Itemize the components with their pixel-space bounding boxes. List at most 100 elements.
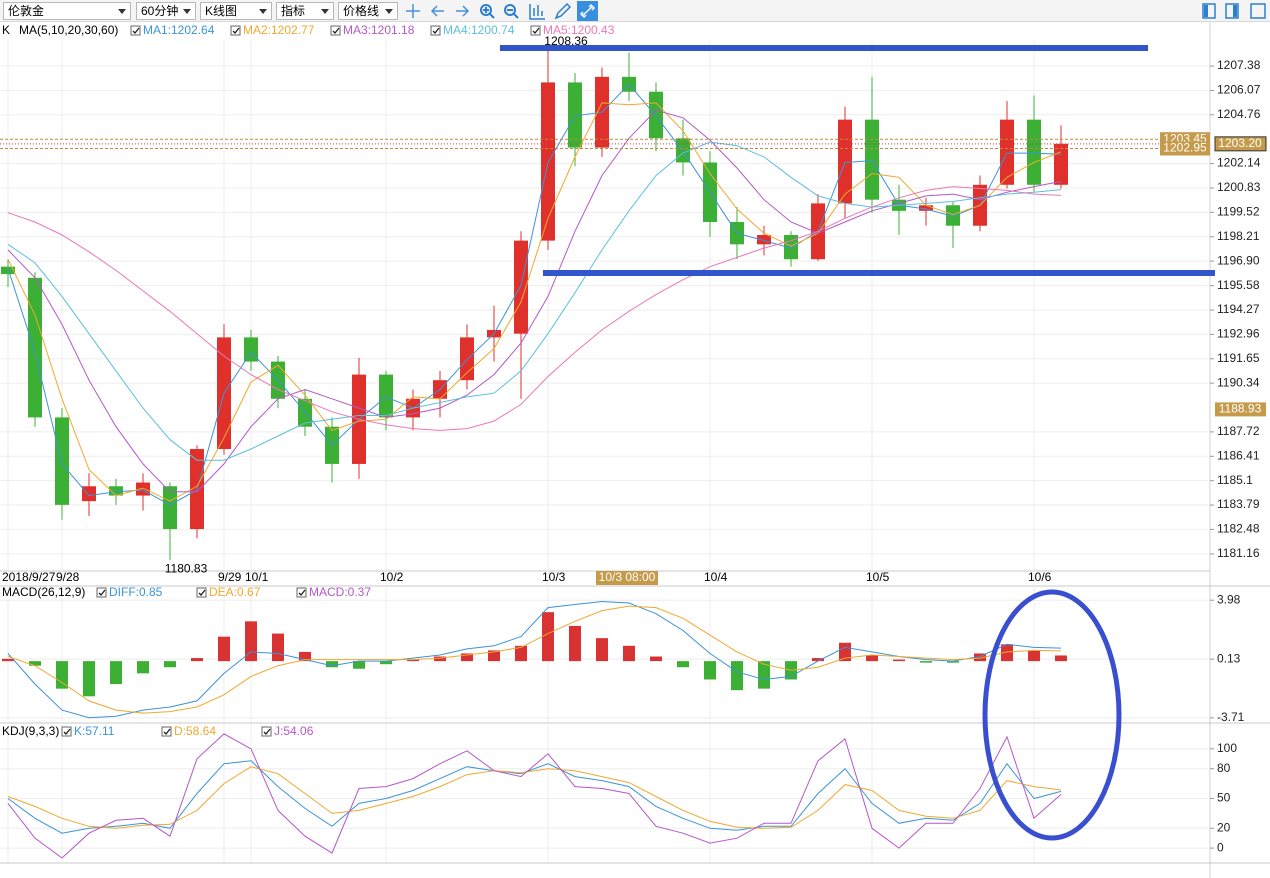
series-line <box>7 83 1062 506</box>
checkbox-check <box>98 589 106 596</box>
macd-bar <box>731 661 743 691</box>
checkbox-check <box>163 728 171 735</box>
macd-bar <box>569 625 581 662</box>
y-tick-label: 1191.65 <box>1217 351 1260 365</box>
checkbox-check <box>63 728 71 735</box>
y-tick-label: 1185.1 <box>1217 473 1253 487</box>
macd-bar <box>866 655 878 662</box>
y-tick-label: 50 <box>1217 791 1231 805</box>
axis-icon[interactable] <box>529 4 545 20</box>
candle-body <box>1054 143 1068 185</box>
pencil-icon[interactable] <box>554 2 572 20</box>
crosshair-icon[interactable] <box>406 4 420 18</box>
macd-bar <box>812 658 824 662</box>
macd-bar <box>137 661 149 674</box>
layout-icon[interactable] <box>1225 3 1239 19</box>
fullscreen-icon[interactable] <box>1250 3 1266 19</box>
layout-glyph <box>1233 5 1237 17</box>
y-tick-label: 1181.16 <box>1217 546 1260 560</box>
chart-type-dropdown[interactable]: K线图 <box>200 2 272 20</box>
macd-bar <box>56 661 68 689</box>
y-tick-label: 3.98 <box>1217 592 1241 606</box>
legend-label: K:57.11 <box>74 724 115 738</box>
macd-bar <box>191 658 203 662</box>
macd-bar <box>542 612 554 662</box>
zoom-out-glyph <box>507 9 519 19</box>
period-dropdown[interactable]: 60分钟 <box>136 2 196 20</box>
layout-glyph <box>1204 5 1208 17</box>
y-tick-label: 1186.41 <box>1217 448 1260 462</box>
price-tag-box <box>1160 141 1210 156</box>
candle-body <box>1000 119 1014 185</box>
layout-icon[interactable] <box>1202 3 1216 19</box>
macd-bar <box>164 661 176 668</box>
labels: K MA(5,10,20,30,60) MACD(26,12,9) KDJ(9,… <box>2 23 1267 854</box>
macd-bar <box>515 645 527 662</box>
price-tag-box <box>1215 402 1266 417</box>
legend-label: DIFF:0.85 <box>109 585 163 599</box>
macd-bar <box>407 659 419 662</box>
macd-bar <box>353 661 365 669</box>
price-tag: 1202.95 <box>1163 141 1207 155</box>
checkbox-check <box>298 589 306 596</box>
macd-bar <box>461 653 473 662</box>
y-tick-label: 1190.34 <box>1217 375 1260 389</box>
candle-body <box>460 337 474 381</box>
x-tick-label: 10/1 <box>245 570 269 584</box>
candle-body <box>838 119 852 204</box>
checkbox <box>296 587 307 598</box>
link-glyph <box>579 3 596 19</box>
marks <box>0 47 1210 859</box>
macd-bar <box>1028 650 1040 662</box>
candle-body <box>55 417 69 505</box>
checkbox-check <box>263 728 271 735</box>
y-tick-label: 1196.90 <box>1217 253 1260 267</box>
candle-body <box>865 119 879 200</box>
macd-bar <box>299 651 311 662</box>
candle-body <box>109 486 123 496</box>
checkbox <box>161 726 172 737</box>
macd-bar <box>677 661 689 668</box>
series-line <box>7 141 1062 461</box>
back-icon[interactable] <box>430 5 444 17</box>
y-tick-label: 20 <box>1217 820 1231 834</box>
indicator-dropdown[interactable]: 指标 <box>276 2 334 20</box>
checkbox <box>96 587 107 598</box>
checkbox <box>61 726 72 737</box>
series-line <box>7 766 1062 829</box>
macd-bar <box>1055 655 1067 662</box>
price-line-dropdown[interactable]: 价格线 <box>338 2 398 20</box>
legend-label: MA1:1202.64 <box>143 23 215 37</box>
checkbox <box>130 25 141 36</box>
y-tick-label: 1182.48 <box>1217 522 1260 536</box>
macd-bar <box>2 658 14 662</box>
macd-bar <box>704 661 716 680</box>
macd-bar <box>974 653 986 662</box>
legend-label: DEA:0.67 <box>209 585 261 599</box>
candle-body <box>757 235 771 245</box>
y-tick-label: 1183.79 <box>1217 497 1260 511</box>
x-tick-label: 9/28 <box>56 570 80 584</box>
legend-label: MA5:1200.43 <box>543 23 615 37</box>
y-tick-label: 1207.38 <box>1217 58 1261 72</box>
macd-bar <box>839 642 851 662</box>
zoom-in-icon[interactable] <box>480 4 492 16</box>
macd-bar <box>29 661 41 666</box>
checkbox-check <box>232 27 240 34</box>
series-name: K <box>2 23 10 37</box>
checkbox <box>261 726 272 737</box>
macd-bar <box>488 650 500 662</box>
macd-bar <box>758 661 770 689</box>
candle-body <box>568 82 582 148</box>
zoom-out-icon[interactable] <box>504 4 516 16</box>
indicator-title: MACD(26,12,9) <box>2 585 85 599</box>
legend-label: MA2:1202.77 <box>243 23 315 37</box>
forward-icon[interactable] <box>456 5 470 17</box>
symbol-dropdown[interactable]: 伦敦金 <box>3 2 131 20</box>
link-icon[interactable] <box>577 1 598 21</box>
candle-body <box>919 205 933 211</box>
y-tick-label: 1198.21 <box>1217 229 1260 243</box>
macd-bar <box>326 661 338 668</box>
series-line <box>7 186 1062 431</box>
